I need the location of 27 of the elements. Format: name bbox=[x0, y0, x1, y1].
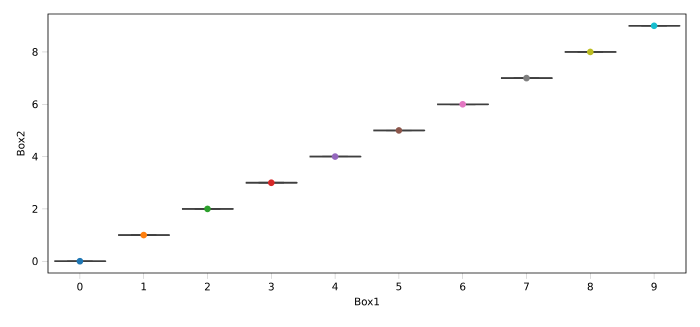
x-tick-label: 9 bbox=[651, 282, 657, 290]
point bbox=[204, 206, 211, 212]
x-tick-label: 4 bbox=[332, 282, 338, 290]
y-tick-label: 4 bbox=[32, 152, 38, 160]
y-tick-label: 8 bbox=[32, 48, 38, 56]
point bbox=[396, 127, 402, 134]
x-tick-label: 6 bbox=[460, 282, 466, 290]
x-axis-title: Box1 bbox=[355, 298, 379, 306]
y-tick-label: 2 bbox=[32, 205, 38, 213]
x-tick-label: 0 bbox=[77, 282, 82, 290]
point bbox=[140, 232, 148, 238]
point bbox=[268, 179, 275, 186]
x-tick-label: 1 bbox=[142, 282, 146, 290]
x-tick-label: 2 bbox=[204, 282, 210, 290]
point bbox=[650, 22, 658, 30]
y-tick-label: 0 bbox=[32, 257, 38, 266]
point bbox=[586, 48, 594, 56]
x-tick-label: 5 bbox=[396, 282, 402, 290]
x-tick-label: 8 bbox=[588, 282, 593, 290]
point bbox=[76, 258, 84, 265]
y-tick-label: 6 bbox=[32, 100, 38, 108]
point bbox=[459, 100, 466, 108]
x-tick-label: 3 bbox=[268, 282, 274, 290]
y-axis-title: Box2 bbox=[16, 132, 25, 156]
point bbox=[523, 74, 530, 82]
point bbox=[332, 153, 338, 160]
x-tick-label: 7 bbox=[524, 282, 529, 290]
